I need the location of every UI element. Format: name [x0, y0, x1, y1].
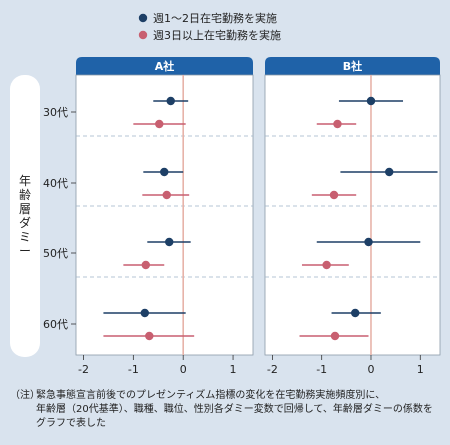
- footnote-lead: （注）: [10, 390, 40, 401]
- legend-label-1: 週1～2日在宅勤務を実施: [153, 11, 277, 25]
- legend-marker-2: [138, 30, 148, 40]
- y-axis-title-box: [10, 75, 40, 357]
- plot-area: [75, 74, 254, 356]
- estimate-point: [366, 96, 376, 106]
- estimate-point: [351, 308, 360, 318]
- estimate-point: [385, 167, 394, 177]
- footnote-line-3: グラフで表した: [36, 418, 106, 429]
- panel-header: [265, 57, 440, 75]
- y-tick-label: 40代: [43, 177, 68, 190]
- y-axis-title-char: ー: [19, 244, 31, 258]
- legend-label-2: 週3日以上在宅勤務を実施: [153, 28, 281, 42]
- panel-title: B社: [343, 59, 362, 73]
- chart-panels: A社 -2 -1 0 1 30代 40代 50代 60代 B社 -2 -1 0 1: [43, 57, 441, 376]
- x-tick-label: -2: [78, 363, 89, 376]
- estimate-point: [333, 119, 342, 129]
- estimate-point: [166, 96, 175, 106]
- y-tick-label: 50代: [43, 247, 68, 260]
- panel-2: B社 -2 -1 0 1: [264, 57, 441, 376]
- x-tick-label: 0: [180, 363, 187, 376]
- estimate-point: [162, 190, 171, 200]
- x-tick-label: -1: [128, 363, 139, 376]
- footnote-line-1: 緊急事態宣言前後でのプレゼンティズム指標の変化を在宅勤務実施頻度別に、: [36, 390, 386, 401]
- estimate-point: [140, 308, 150, 318]
- x-tick-label: 1: [417, 363, 424, 376]
- y-axis-title-char: ダ: [19, 215, 31, 230]
- plot-area: [264, 74, 441, 356]
- estimate-point: [155, 119, 164, 129]
- estimate-point: [364, 237, 373, 247]
- estimate-point: [165, 237, 174, 247]
- y-axis-title-char: 齢: [19, 187, 31, 202]
- x-tick-label: -1: [316, 363, 327, 376]
- estimate-point: [322, 260, 331, 270]
- estimate-point: [145, 331, 154, 341]
- footnote: （注） 緊急事態宣言前後でのプレゼンティズム指標の変化を在宅勤務実施頻度別に、 …: [10, 389, 442, 431]
- footnote-line-2: 年齢層（20代基準）、職種、職位、性別各ダミー変数で回帰して、年齢層ダミーの係数…: [36, 404, 433, 415]
- y-axis-title-char: ミ: [19, 230, 31, 244]
- y-tick-label: 60代: [43, 318, 68, 331]
- y-axis-title-group: 年齢層ダミー: [10, 75, 40, 357]
- panel-1: A社 -2 -1 0 1: [75, 57, 254, 376]
- x-tick-label: 1: [230, 363, 237, 376]
- legend-marker-1: [138, 13, 148, 23]
- panel-title: A社: [155, 59, 175, 73]
- x-tick-label: -2: [267, 363, 278, 376]
- y-tick-label: 30代: [43, 106, 68, 119]
- estimate-point: [330, 331, 340, 341]
- estimate-point: [141, 260, 151, 270]
- x-tick-label: 0: [367, 363, 374, 376]
- y-axis-title-char: 年: [19, 174, 31, 188]
- panel-header: [76, 57, 253, 75]
- estimate-point: [160, 167, 169, 177]
- estimate-point: [329, 190, 339, 200]
- y-axis-title-char: 層: [19, 202, 31, 216]
